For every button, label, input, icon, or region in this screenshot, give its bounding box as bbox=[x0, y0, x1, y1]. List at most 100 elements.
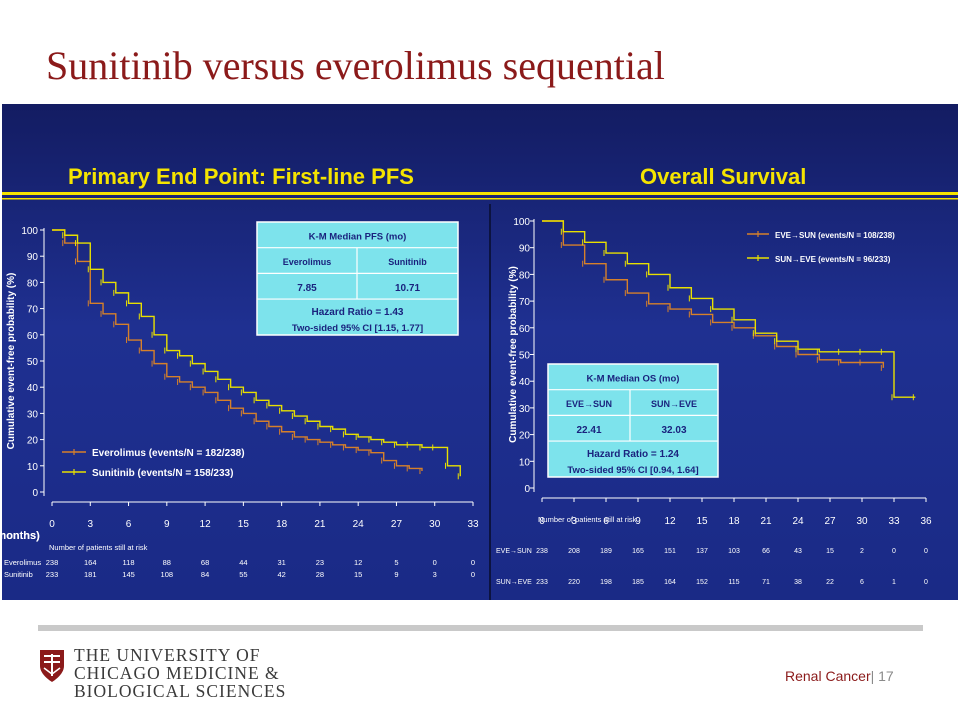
chart-panel: Primary End Point: First-line PFS 0 10 20 30… bbox=[2, 104, 958, 600]
footer-separator: | bbox=[870, 668, 875, 684]
pfs-at-risk-value: 164 bbox=[84, 558, 97, 567]
os-at-risk-value: 66 bbox=[762, 548, 770, 555]
os-inset-value-1: 22.41 bbox=[576, 425, 601, 436]
pfs-series-line-0 bbox=[52, 229, 423, 472]
os-at-risk-value: 103 bbox=[728, 548, 740, 555]
os-at-risk-value: 208 bbox=[568, 548, 580, 555]
pfs-y-tick-label: 0 bbox=[32, 488, 38, 499]
pfs-at-risk-value: 88 bbox=[163, 558, 171, 567]
logo-line-1: THE UNIVERSITY OF bbox=[74, 645, 261, 665]
slide-title: Sunitinib versus everolimus sequential bbox=[46, 43, 665, 88]
os-x-tick-label: 0 bbox=[539, 516, 545, 527]
pfs-x-tick-label: 15 bbox=[238, 519, 250, 530]
logo-text: THE UNIVERSITY OF CHICAGO MEDICINE & BIO… bbox=[74, 646, 286, 700]
os-at-risk-value: 164 bbox=[664, 579, 676, 586]
pfs-x-axis-label: Time (months) bbox=[2, 530, 40, 542]
pfs-at-risk-label: Number of patients still at risk bbox=[49, 543, 148, 552]
pfs-y-tick-label: 20 bbox=[27, 436, 39, 447]
pfs-at-risk-value: 44 bbox=[239, 558, 247, 567]
os-y-tick-label: 70 bbox=[519, 297, 531, 308]
pfs-x-tick-label: 27 bbox=[391, 519, 403, 530]
footer: Renal Cancer| 17 bbox=[785, 668, 894, 684]
pfs-at-risk-value: 118 bbox=[123, 558, 135, 567]
os-y-tick-label: 30 bbox=[519, 404, 531, 415]
os-y-axis-label: Cumulative event-free probability (%) bbox=[508, 266, 519, 443]
title-banner-line bbox=[2, 192, 958, 195]
os-inset-hr: Hazard Ratio = 1.24 bbox=[587, 449, 679, 460]
os-at-risk-value: 185 bbox=[632, 579, 644, 586]
pfs-y-tick-label: 50 bbox=[27, 357, 39, 368]
pfs-series-line-1 bbox=[52, 229, 461, 477]
os-y-tick-label: 80 bbox=[519, 270, 531, 281]
os-y-tick-label: 10 bbox=[519, 457, 531, 468]
pfs-at-risk-value: 84 bbox=[201, 570, 209, 579]
pfs-y-tick-label: 70 bbox=[27, 305, 39, 316]
os-inset-title: K-M Median OS (mo) bbox=[587, 373, 680, 384]
pfs-at-risk-value: 5 bbox=[394, 558, 398, 567]
pfs-x-tick-label: 9 bbox=[164, 519, 170, 530]
pfs-at-risk-row-name-1: Sunitinib bbox=[4, 570, 33, 579]
os-at-risk-row-name-0: EVE→SUN bbox=[496, 548, 532, 555]
os-legend-label-1: SUN→EVE (events/N = 96/233) bbox=[775, 255, 891, 264]
os-at-risk-value: 152 bbox=[696, 579, 708, 586]
pfs-at-risk-value: 108 bbox=[161, 570, 174, 579]
os-at-risk-value: 38 bbox=[794, 579, 802, 586]
pfs-at-risk-row-name-0: Everolimus bbox=[4, 558, 41, 567]
os-at-risk-label: Number of patients still at risk bbox=[538, 515, 637, 524]
os-chart-title: Overall Survival bbox=[640, 164, 806, 189]
pfs-y-tick-label: 90 bbox=[27, 252, 39, 263]
os-x-tick-label: 3 bbox=[571, 516, 577, 527]
os-x-tick-label: 24 bbox=[792, 516, 804, 527]
os-at-risk-value: 22 bbox=[826, 579, 834, 586]
pfs-inset-ci: Two-sided 95% CI [1.15, 1.77] bbox=[292, 323, 423, 334]
pfs-at-risk-value: 23 bbox=[316, 558, 324, 567]
os-y-tick-label: 50 bbox=[519, 351, 531, 362]
os-inset-ci: Two-sided 95% CI [0.94, 1.64] bbox=[567, 465, 698, 476]
os-at-risk-row-name-1: SUN→EVE bbox=[496, 579, 532, 586]
pfs-y-tick-label: 100 bbox=[21, 226, 38, 237]
os-x-tick-label: 30 bbox=[856, 516, 868, 527]
os-at-risk-value: 2 bbox=[860, 548, 864, 555]
pfs-at-risk-value: 68 bbox=[201, 558, 209, 567]
pfs-x-tick-label: 3 bbox=[87, 519, 93, 530]
os-at-risk-value: 233 bbox=[536, 579, 548, 586]
pfs-at-risk-value: 12 bbox=[354, 558, 362, 567]
pfs-inset-header-1: Everolimus bbox=[283, 257, 332, 267]
pfs-y-tick-label: 60 bbox=[27, 331, 39, 342]
pfs-at-risk-value: 0 bbox=[433, 558, 437, 567]
os-x-tick-label: 15 bbox=[696, 516, 708, 527]
pfs-x-tick-label: 12 bbox=[200, 519, 212, 530]
pfs-at-risk-value: 233 bbox=[46, 570, 59, 579]
os-at-risk-value: 71 bbox=[762, 579, 770, 586]
os-at-risk-value: 0 bbox=[924, 548, 928, 555]
pfs-at-risk-value: 181 bbox=[84, 570, 97, 579]
pfs-at-risk-value: 28 bbox=[316, 570, 324, 579]
os-x-tick-label: 36 bbox=[920, 516, 932, 527]
os-at-risk-value: 43 bbox=[794, 548, 802, 555]
os-x-tick-label: 6 bbox=[603, 516, 609, 527]
os-inset-header-1: EVE→SUN bbox=[566, 399, 612, 409]
pfs-at-risk-value: 55 bbox=[239, 570, 247, 579]
pfs-inset-value-1: 7.85 bbox=[297, 283, 317, 294]
os-at-risk-value: 0 bbox=[924, 579, 928, 586]
os-at-risk-value: 1 bbox=[892, 579, 896, 586]
pfs-x-tick-label: 0 bbox=[49, 519, 55, 530]
university-logo: THE UNIVERSITY OF CHICAGO MEDICINE & BIO… bbox=[30, 640, 292, 706]
pfs-y-tick-label: 10 bbox=[27, 462, 39, 473]
pfs-x-tick-label: 33 bbox=[467, 519, 479, 530]
os-at-risk-value: 115 bbox=[728, 579, 739, 586]
os-y-tick-label: 20 bbox=[519, 431, 531, 442]
os-y-tick-label: 40 bbox=[519, 377, 531, 388]
pfs-x-tick-label: 21 bbox=[314, 519, 326, 530]
os-x-tick-label: 9 bbox=[635, 516, 641, 527]
os-at-risk-value: 220 bbox=[568, 579, 580, 586]
pfs-chart-title: Primary End Point: First-line PFS bbox=[68, 164, 414, 189]
title-banner-line-thin bbox=[2, 198, 958, 200]
pfs-x-tick-label: 30 bbox=[429, 519, 441, 530]
os-at-risk-value: 189 bbox=[600, 548, 612, 555]
pfs-y-tick-label: 40 bbox=[27, 383, 39, 394]
os-x-tick-label: 27 bbox=[824, 516, 836, 527]
logo-line-3: BIOLOGICAL SCIENCES bbox=[74, 681, 287, 701]
pfs-legend-label-1: Sunitinib (events/N = 158/233) bbox=[92, 468, 233, 479]
os-x-tick-label: 18 bbox=[728, 516, 740, 527]
